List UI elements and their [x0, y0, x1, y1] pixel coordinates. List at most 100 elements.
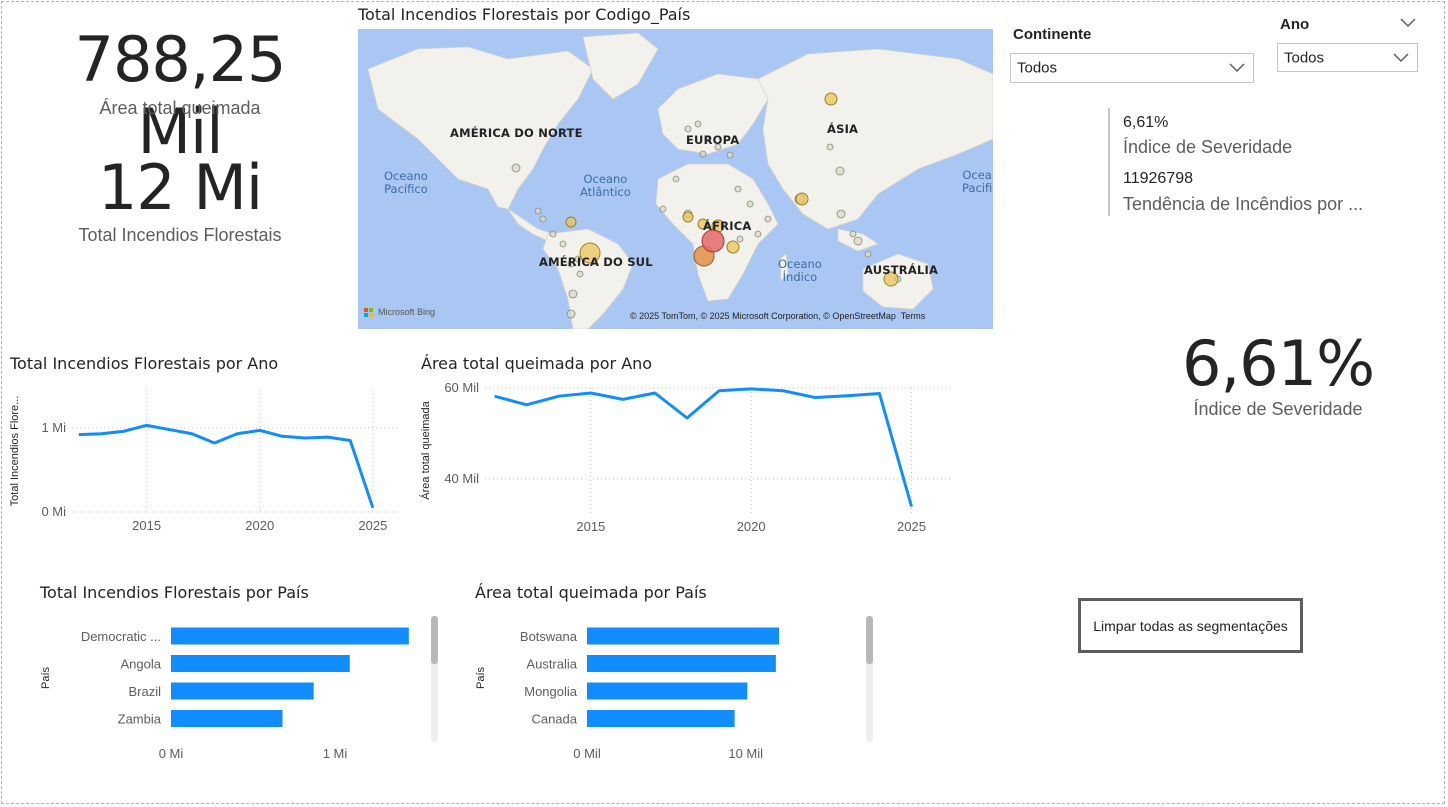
chart-area-pais-title: Área total queimada por País: [475, 583, 707, 602]
kpi-severidade-value: 6,61%: [1182, 327, 1375, 400]
area-pais-scroll-thumb: [866, 616, 873, 664]
map-attribution[interactable]: © 2025 TomTom, © 2025 Microsoft Corporat…: [630, 311, 926, 321]
incendios-ano-point: [100, 432, 103, 435]
incendios-ano-point: [303, 436, 306, 439]
multi-row-card: 6,61% Índice de Severidade 11926798 Tend…: [1108, 108, 1410, 216]
area-ano-point: [718, 389, 721, 392]
incendios-ano-point: [77, 433, 80, 436]
area-pais-bar: [587, 627, 780, 645]
incendios-ano-point: [281, 435, 284, 438]
map-label-asia: ÁSIA: [827, 122, 859, 136]
map-label-north-america: AMÉRICA DO NORTE: [450, 126, 583, 140]
ocean-label-atlantic: Oceano Atlântico: [580, 172, 631, 199]
map-label-europe: EUROPA: [686, 133, 740, 147]
area-ano-point: [589, 392, 592, 395]
ocean-label-pacific: Oceano Pacífico: [384, 169, 428, 196]
area-ano-point: [653, 392, 656, 395]
slicer-ano-dropdown[interactable]: Todos: [1277, 43, 1418, 72]
incendios-pais-xtick: 1 Mi: [323, 746, 348, 761]
area-ano-xtick: 2025: [897, 519, 926, 534]
area-pais-category-label: Canada: [531, 712, 577, 727]
chart-incendios-ano[interactable]: 0 Mi 1 Mi 2015 2020 2025 Total Incendios Flor…: [5, 378, 405, 548]
map-visual[interactable]: AMÉRICA DO NORTE EUROPA ÁSIA ÁFRICA AMÉR…: [358, 29, 993, 329]
clear-all-slicers-button[interactable]: Limpar todas as segmentações: [1078, 598, 1303, 653]
area-ano-point: [814, 396, 817, 399]
incendios-ano-point: [258, 429, 261, 432]
chart-incendios-ano-title: Total Incendios Florestais por Ano: [10, 354, 279, 373]
area-pais-xtick: 0 Mil: [573, 746, 601, 761]
incendios-pais-category-label: Democratic ...: [81, 629, 161, 644]
incendios-pais-bar: [171, 710, 283, 727]
world-map: [358, 29, 993, 329]
incendios-ano-point: [236, 432, 239, 435]
incendios-ano-xtick: 2020: [245, 518, 274, 533]
kpi-area-value: 788,25 Mil: [74, 23, 287, 168]
kpi-incendios-value: 12 Mi: [97, 151, 263, 224]
card-row2-value: 11926798: [1123, 170, 1193, 187]
area-pais-xtick: 10 Mil: [728, 746, 763, 761]
area-pais-bar: [587, 710, 735, 727]
area-ano-point: [750, 387, 753, 390]
incendios-ano-series-line: [78, 423, 375, 509]
area-ano-ytick: 40 Mil: [444, 471, 479, 486]
ocean-label-pacific-east: Ocea Pacifi: [962, 168, 993, 195]
map-label-australia: AUSTRÁLIA: [864, 263, 939, 277]
incendios-pais-bar: [171, 682, 314, 700]
area-ano-xtick: 2020: [737, 519, 766, 534]
incendios-pais-xtick: 0 Mi: [159, 746, 184, 761]
map-label-south-america: AMÉRICA DO SUL: [539, 255, 653, 269]
map-bubbles-medium: [565, 92, 899, 287]
area-ano-ytick: 60 Mil: [444, 380, 479, 395]
chevron-down-icon: [1393, 52, 1409, 62]
chart-area-ano-title: Área total queimada por Ano: [421, 354, 653, 373]
card-row1-label: Índice de Severidade: [1123, 137, 1293, 157]
chart-incendios-pais-title: Total Incendios Florestais por País: [40, 583, 309, 602]
area-pais-category-label: Botswana: [520, 629, 578, 644]
incendios-ano-xtick: 2015: [132, 518, 161, 533]
incendios-ano-point: [168, 428, 171, 431]
incendios-pais-bar: [171, 627, 409, 645]
area-pais-category-label: Australia: [526, 657, 577, 672]
area-pais-ylabel: País: [475, 666, 487, 689]
area-pais-bar: [587, 655, 776, 672]
area-ano-point: [493, 395, 496, 398]
incendios-ano-point: [326, 436, 329, 439]
map-title: Total Incendios Florestais por Codigo_Pa…: [358, 5, 691, 24]
slicer-continente-value: Todos: [1017, 59, 1058, 77]
incendios-ano-point: [371, 506, 374, 509]
area-ano-xtick: 2015: [576, 519, 605, 534]
map-label-africa: ÁFRICA: [703, 219, 752, 233]
incendios-pais-category-label: Zambia: [118, 712, 162, 727]
kpi-severidade-label: Índice de Severidade: [1193, 399, 1363, 419]
map-bubbles-large: [693, 229, 725, 267]
incendios-ano-ytick: 0 Mi: [41, 504, 66, 519]
slicer-continente-dropdown[interactable]: Todos: [1010, 53, 1254, 83]
area-pais-category-label: Mongolia: [524, 684, 578, 699]
chart-area-pais[interactable]: Botswana Australia Mongolia Canada 0 Mil 10 M…: [470, 612, 880, 772]
area-ano-point: [621, 398, 624, 401]
slicer-ano-collapse-icon[interactable]: [1400, 18, 1416, 28]
incendios-pais-category-label: Brazil: [128, 684, 161, 699]
chart-area-ano[interactable]: 40 Mil 60 Mil 2015 2020 2025 Área total queim…: [415, 378, 955, 548]
chart-incendios-pais[interactable]: Democratic ... Angola Brazil Zambia 0 Mi 1 Mi…: [35, 612, 445, 772]
incendios-ano-ytick: 1 Mi: [41, 420, 66, 435]
area-ano-point: [782, 389, 785, 392]
ocean-label-indian: Oceano Índico: [778, 257, 822, 284]
bing-label: Microsoft Bing: [378, 307, 436, 317]
area-ano-point: [910, 505, 913, 508]
incendios-ano-point: [190, 432, 193, 435]
incendios-pais-ylabel: País: [40, 666, 52, 689]
area-ano-point: [525, 403, 528, 406]
card-row2-label: Tendência de Incêndios por ...: [1123, 194, 1364, 214]
incendios-pais-category-label: Angola: [121, 657, 162, 672]
area-ano-series-line: [494, 387, 913, 508]
incendios-pais-bar: [171, 655, 350, 672]
area-pais-bar: [587, 682, 748, 700]
kpi-incendios-label: Total Incendios Florestais: [78, 225, 282, 245]
card-row1-value: 6,61%: [1123, 114, 1169, 131]
clear-button-label: Limpar todas as segmentações: [1093, 617, 1288, 634]
chevron-down-icon: [1229, 63, 1245, 73]
map-bubbles-small: [511, 120, 902, 319]
incendios-ano-point: [349, 439, 352, 442]
